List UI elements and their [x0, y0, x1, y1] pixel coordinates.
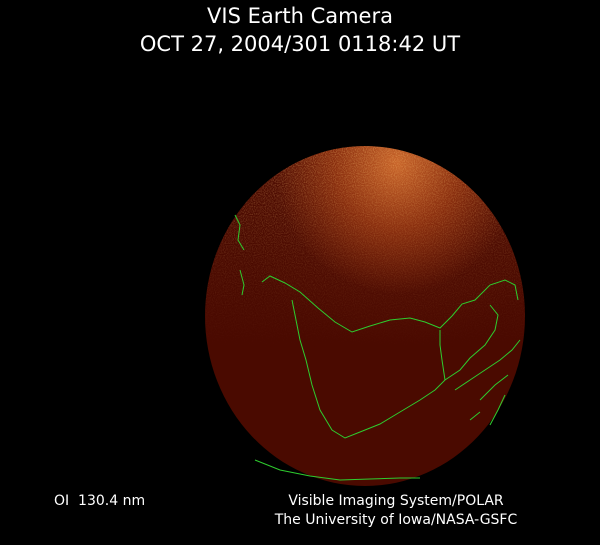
coastlines — [234, 214, 521, 481]
institution-credit: The University of Iowa/NASA-GSFC — [274, 512, 518, 528]
instrument-credit: Visible Imaging System/POLAR — [288, 493, 504, 509]
image-timestamp: OCT 27, 2004/301 0118:42 UT — [139, 32, 461, 56]
image-title: VIS Earth Camera — [207, 4, 393, 28]
filter-wavelength-label: OI 130.4 nm — [54, 493, 146, 509]
